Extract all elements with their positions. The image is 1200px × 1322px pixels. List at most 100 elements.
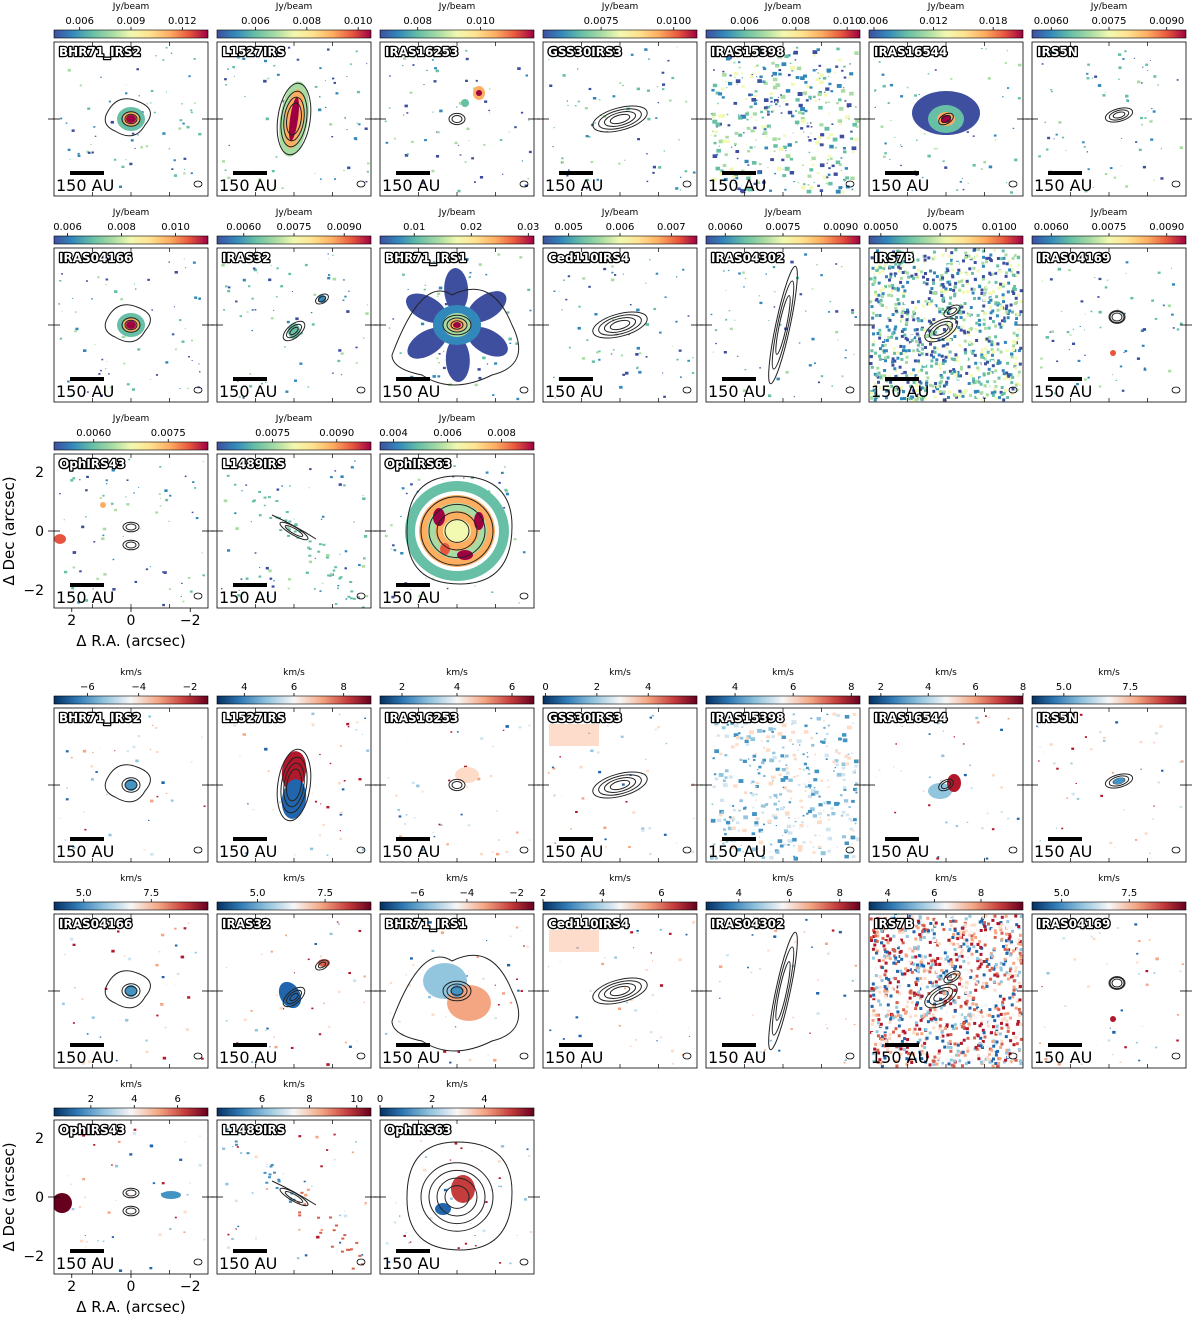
contour-line bbox=[448, 112, 466, 126]
noise-pixel bbox=[251, 500, 255, 503]
noise-pixel bbox=[900, 265, 904, 269]
noise-pixel bbox=[943, 290, 947, 294]
noise-pixel bbox=[340, 374, 343, 376]
noise-pixel bbox=[753, 822, 759, 827]
noise-pixel bbox=[1013, 362, 1017, 366]
noise-pixel bbox=[1080, 300, 1084, 303]
noise-pixel bbox=[817, 979, 820, 981]
noise-pixel bbox=[416, 784, 420, 788]
noise-pixel bbox=[433, 836, 436, 838]
noise-pixel bbox=[917, 254, 921, 258]
noise-pixel bbox=[732, 167, 734, 169]
noise-pixel bbox=[732, 808, 736, 812]
noise-pixel bbox=[86, 391, 89, 393]
noise-pixel bbox=[808, 151, 811, 154]
noise-pixel bbox=[933, 292, 937, 295]
noise-pixel bbox=[728, 775, 733, 779]
noise-pixel bbox=[956, 272, 960, 275]
noise-pixel bbox=[646, 153, 648, 155]
noise-pixel bbox=[748, 174, 752, 177]
noise-pixel bbox=[878, 357, 882, 361]
noise-pixel bbox=[897, 302, 901, 306]
noise-pixel bbox=[994, 335, 998, 339]
noise-pixel bbox=[1005, 932, 1009, 936]
noise-pixel bbox=[851, 146, 857, 151]
noise-pixel bbox=[888, 318, 892, 322]
noise-pixel bbox=[873, 785, 875, 787]
noise-pixel bbox=[978, 1024, 982, 1028]
map-image bbox=[233, 712, 370, 856]
noise-pixel bbox=[910, 328, 914, 332]
noise-pixel bbox=[271, 170, 275, 173]
noise-pixel bbox=[899, 352, 903, 356]
noise-pixel bbox=[746, 176, 751, 181]
noise-pixel bbox=[775, 767, 780, 771]
noise-pixel bbox=[819, 73, 824, 78]
noise-pixel bbox=[412, 64, 415, 66]
noise-pixel bbox=[636, 367, 639, 370]
noise-pixel bbox=[993, 248, 996, 252]
noise-pixel bbox=[783, 134, 786, 137]
scale-bar-label: 150 AU bbox=[871, 176, 929, 195]
noise-pixel bbox=[799, 799, 803, 803]
contour-line bbox=[609, 113, 631, 125]
noise-pixel bbox=[773, 60, 775, 62]
noise-pixel bbox=[946, 1033, 950, 1037]
noise-pixel bbox=[769, 92, 773, 95]
noise-pixel bbox=[248, 255, 252, 259]
noise-pixel bbox=[964, 385, 968, 389]
noise-pixel bbox=[738, 272, 741, 275]
map-image bbox=[548, 921, 695, 1065]
noise-pixel bbox=[797, 845, 803, 849]
noise-pixel bbox=[942, 358, 946, 362]
noise-pixel bbox=[826, 801, 831, 805]
noise-pixel bbox=[123, 955, 126, 957]
noise-pixel bbox=[620, 56, 622, 57]
noise-pixel bbox=[957, 268, 961, 272]
noise-pixel bbox=[783, 757, 786, 759]
noise-pixel bbox=[913, 328, 917, 332]
noise-pixel bbox=[598, 350, 601, 353]
noise-pixel bbox=[290, 1046, 294, 1049]
noise-pixel bbox=[920, 1057, 924, 1061]
noise-pixel bbox=[968, 994, 972, 998]
noise-pixel bbox=[869, 362, 873, 365]
noise-pixel bbox=[756, 817, 760, 821]
noise-pixel bbox=[1047, 136, 1051, 140]
noise-pixel bbox=[742, 851, 744, 853]
noise-pixel bbox=[715, 166, 721, 171]
noise-pixel bbox=[1097, 84, 1102, 87]
noise-pixel bbox=[896, 969, 899, 973]
noise-pixel bbox=[992, 1057, 995, 1061]
noise-pixel bbox=[307, 958, 310, 961]
noise-pixel bbox=[275, 500, 279, 502]
noise-pixel bbox=[923, 328, 927, 332]
scale-bar bbox=[233, 1043, 267, 1047]
noise-pixel bbox=[276, 296, 278, 298]
noise-pixel bbox=[745, 737, 749, 740]
noise-pixel bbox=[870, 256, 874, 260]
noise-pixel bbox=[1010, 926, 1014, 930]
noise-pixel bbox=[717, 818, 722, 823]
noise-pixel bbox=[991, 828, 995, 831]
noise-pixel bbox=[806, 756, 809, 758]
noise-pixel bbox=[964, 389, 968, 393]
noise-pixel bbox=[987, 77, 991, 80]
noise-pixel bbox=[788, 801, 792, 804]
noise-pixel bbox=[438, 361, 441, 364]
noise-pixel bbox=[1018, 951, 1022, 955]
noise-pixel bbox=[881, 292, 885, 296]
noise-pixel bbox=[766, 735, 771, 739]
noise-pixel bbox=[339, 813, 343, 816]
noise-pixel bbox=[844, 1059, 847, 1061]
scale-bar-label: 150 AU bbox=[382, 842, 440, 861]
colorbar bbox=[1031, 235, 1187, 245]
noise-pixel bbox=[344, 550, 348, 553]
noise-pixel bbox=[1115, 379, 1118, 381]
noise-pixel bbox=[1056, 767, 1059, 770]
noise-pixel bbox=[310, 312, 313, 314]
noise-pixel bbox=[809, 185, 814, 189]
noise-pixel bbox=[949, 914, 953, 917]
